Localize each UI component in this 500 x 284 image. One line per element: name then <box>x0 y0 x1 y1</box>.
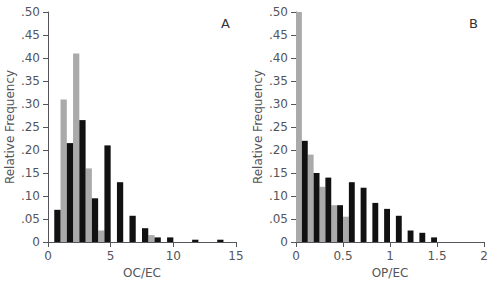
svg-text:OP/EC: OP/EC <box>372 266 409 280</box>
svg-text:0: 0 <box>44 249 52 263</box>
svg-text:B: B <box>469 16 478 31</box>
svg-text:.10: .10 <box>21 189 40 203</box>
svg-text:.45: .45 <box>269 28 288 42</box>
svg-text:.40: .40 <box>21 51 40 65</box>
svg-text:.50: .50 <box>269 5 288 19</box>
svg-text:.25: .25 <box>21 120 40 134</box>
svg-text:.45: .45 <box>21 28 40 42</box>
svg-text:.20: .20 <box>269 143 288 157</box>
svg-text:.15: .15 <box>269 166 288 180</box>
svg-text:0: 0 <box>280 235 288 249</box>
svg-text:.15: .15 <box>21 166 40 180</box>
svg-text:1.5: 1.5 <box>427 249 446 263</box>
svg-text:15: 15 <box>228 249 243 263</box>
svg-text:.05: .05 <box>269 212 288 226</box>
svg-text:.25: .25 <box>269 120 288 134</box>
svg-text:Relative Frequency: Relative Frequency <box>251 70 265 184</box>
svg-text:1: 1 <box>386 249 394 263</box>
svg-text:.35: .35 <box>269 74 288 88</box>
svg-text:.20: .20 <box>21 143 40 157</box>
svg-text:10: 10 <box>166 249 181 263</box>
svg-text:OC/EC: OC/EC <box>123 266 161 280</box>
svg-text:A: A <box>221 16 230 31</box>
svg-text:0.5: 0.5 <box>333 249 352 263</box>
svg-text:.10: .10 <box>269 189 288 203</box>
svg-text:0: 0 <box>292 249 300 263</box>
svg-text:Relative Frequency: Relative Frequency <box>3 70 17 184</box>
svg-text:.40: .40 <box>269 51 288 65</box>
svg-text:.30: .30 <box>269 97 288 111</box>
svg-text:5: 5 <box>107 249 115 263</box>
svg-text:.05: .05 <box>21 212 40 226</box>
svg-text:2: 2 <box>480 249 488 263</box>
svg-text:.30: .30 <box>21 97 40 111</box>
svg-text:.50: .50 <box>21 5 40 19</box>
svg-text:.35: .35 <box>21 74 40 88</box>
svg-text:0: 0 <box>32 235 40 249</box>
